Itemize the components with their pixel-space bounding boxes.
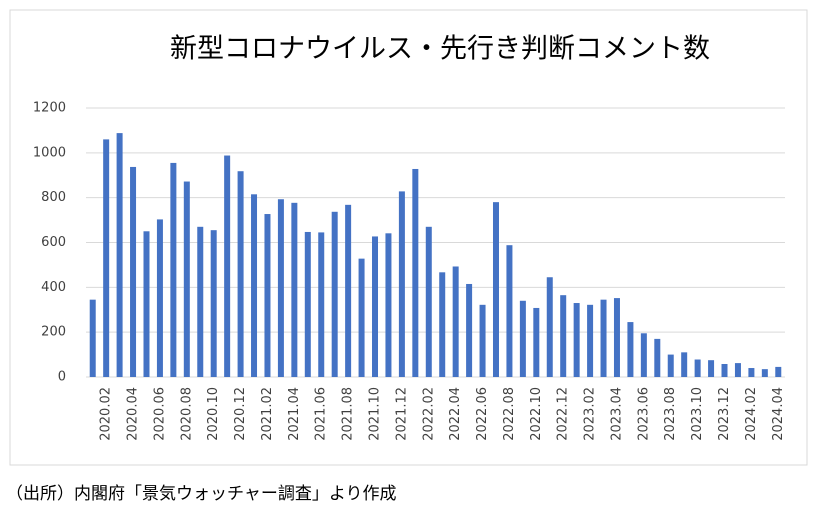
y-tick-label: 0: [58, 370, 66, 385]
x-tick-label: 2021.08: [341, 387, 356, 441]
bar: [627, 322, 634, 377]
bar: [291, 202, 298, 377]
x-tick-label: 2022.08: [502, 387, 517, 441]
x-tick-label: 2023.10: [690, 387, 705, 441]
bar: [251, 194, 258, 377]
bar: [277, 199, 284, 377]
x-tick-label: 2020.06: [152, 387, 167, 441]
bar: [372, 236, 379, 377]
y-tick-label: 400: [41, 280, 66, 295]
bar: [130, 166, 137, 377]
bar: [183, 181, 190, 377]
bar: [116, 133, 123, 377]
bar: [546, 277, 553, 377]
bar: [452, 266, 459, 377]
bar: [103, 139, 110, 377]
x-tick-label: 2021.12: [394, 387, 409, 441]
x-tick-label: 2022.06: [475, 387, 490, 441]
x-tick-label: 2024.02: [744, 387, 759, 441]
bar: [304, 231, 311, 377]
bar: [775, 366, 782, 377]
x-tick-label: 2022.04: [448, 387, 463, 441]
bar: [734, 363, 741, 377]
bar: [560, 295, 567, 377]
bar: [197, 226, 204, 377]
x-tick-label: 2021.04: [287, 387, 302, 441]
bar: [748, 368, 755, 377]
x-tick-label: 2022.10: [529, 387, 544, 441]
bar: [479, 304, 486, 377]
chart-title: 新型コロナウイルス・先行き判断コメント数: [170, 34, 710, 65]
bar: [439, 272, 446, 377]
source-note: （出所）内閣府「景気ウォッチャー調査」より作成: [6, 484, 397, 504]
bar: [412, 168, 419, 377]
bar: [89, 299, 96, 377]
bar: [492, 202, 499, 377]
y-tick-label: 1200: [33, 101, 66, 116]
x-tick-label: 2024.04: [771, 387, 786, 441]
bar: [143, 231, 150, 377]
bar: [654, 338, 661, 377]
bar: [210, 230, 217, 377]
bar: [587, 304, 594, 377]
x-tick-label: 2023.12: [717, 387, 732, 441]
x-tick-label: 2020.08: [179, 387, 194, 441]
x-tick-label: 2023.08: [663, 387, 678, 441]
bar: [506, 245, 513, 377]
bar: [237, 171, 244, 377]
bar: [385, 233, 392, 377]
y-tick-label: 800: [41, 190, 66, 205]
bar: [721, 363, 728, 377]
x-tick-label: 2020.10: [206, 387, 221, 441]
bar: [761, 369, 768, 377]
bar: [425, 226, 432, 377]
y-tick-label: 1000: [33, 145, 66, 160]
y-tick-label: 600: [41, 235, 66, 250]
x-tick-label: 2023.02: [583, 387, 598, 441]
y-tick-label: 200: [41, 325, 66, 340]
bar: [264, 214, 271, 377]
x-tick-label: 2021.02: [260, 387, 275, 441]
bar: [170, 162, 177, 377]
bar: [358, 258, 365, 377]
bar: [640, 333, 647, 377]
bar: [345, 204, 352, 377]
x-tick-label: 2021.06: [314, 387, 329, 441]
bar: [398, 191, 405, 377]
bar: [156, 219, 163, 377]
x-tick-label: 2020.02: [99, 387, 114, 441]
x-tick-label: 2020.04: [126, 387, 141, 441]
bar: [519, 300, 526, 377]
bar: [667, 354, 674, 377]
bar: [466, 283, 473, 377]
x-tick-label: 2022.02: [421, 387, 436, 441]
bar: [533, 307, 540, 377]
x-tick-label: 2023.06: [636, 387, 651, 441]
bar: [708, 360, 715, 377]
bar: [331, 211, 338, 377]
bar: [318, 232, 325, 377]
x-tick-label: 2021.10: [368, 387, 383, 441]
bar: [600, 299, 607, 377]
x-tick-label: 2022.12: [556, 387, 571, 441]
bar: [681, 352, 688, 377]
x-tick-label: 2020.12: [233, 387, 248, 441]
x-tick-label: 2023.04: [609, 387, 624, 441]
bar: [224, 155, 231, 377]
bar: [694, 359, 701, 377]
bar: [613, 298, 620, 377]
chart-border: [9, 9, 808, 466]
bar: [573, 303, 580, 377]
